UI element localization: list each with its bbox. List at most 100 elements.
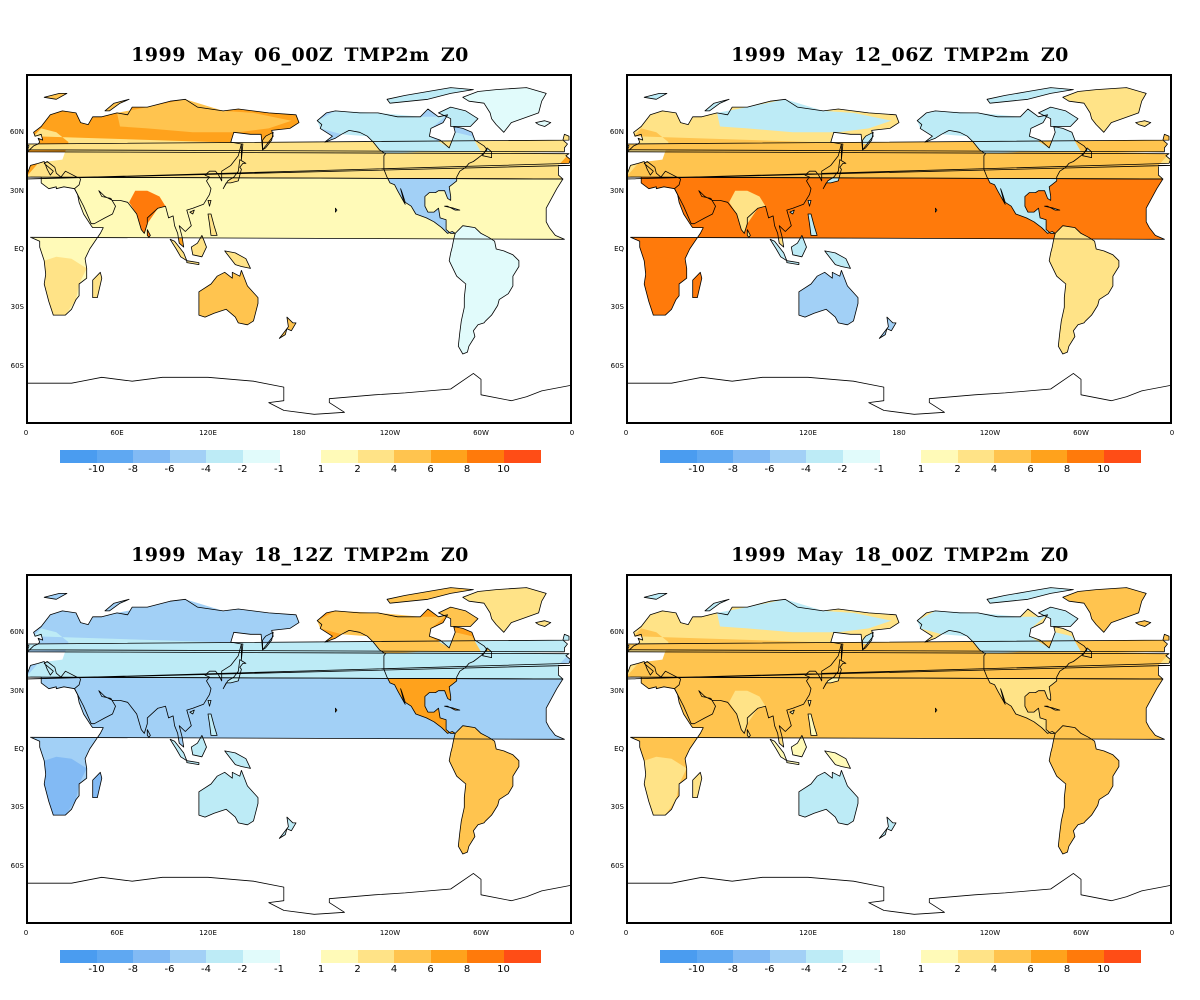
philippines-coastline <box>807 713 818 736</box>
colorbar-label: -10 <box>688 464 705 475</box>
lat-tick-label: EQ <box>614 245 624 253</box>
indonesia2-fill <box>786 260 799 265</box>
indonesia2-coastline <box>186 760 200 765</box>
madagascar-coastline <box>692 771 703 798</box>
borneo-coastline <box>190 735 207 758</box>
colorbar-swatch-positive <box>957 450 995 463</box>
lat-tick-label: 30S <box>10 803 24 812</box>
colorbar-label: 1 <box>917 464 925 475</box>
southafrica-anomaly <box>644 756 687 816</box>
srilanka-coastline <box>746 729 751 738</box>
colorbar-label: -4 <box>801 464 811 475</box>
lat-tick-label: 60N <box>609 628 624 637</box>
antarctica-coastline <box>28 373 570 415</box>
india-anomaly <box>129 190 166 234</box>
canadaislands-coastline <box>986 87 1074 104</box>
borneo-coastline <box>190 235 207 258</box>
colorbar-swatch-negative <box>733 950 770 963</box>
newzealand-fill <box>879 317 896 339</box>
novaya-coastline <box>104 98 130 112</box>
africa-coastline <box>30 676 565 816</box>
iceland-coastline <box>1135 120 1152 127</box>
siberia-anomaly <box>117 599 292 633</box>
hawaii-coastline <box>335 207 338 213</box>
africa-fill <box>30 177 565 316</box>
colorbar-swatch-negative <box>242 450 280 463</box>
colorbar-label: 10 <box>497 964 510 975</box>
newfoundland-coastline <box>482 647 492 658</box>
colorbar-swatch-positive <box>1030 450 1068 463</box>
japan-coastline <box>222 159 247 190</box>
canadaislands-coastline <box>386 587 474 604</box>
lon-tick-label: 120W <box>979 929 1001 937</box>
colorbar-label: -2 <box>837 964 848 975</box>
lat-tick-label: 60S <box>10 861 24 870</box>
canadaislands-fill <box>387 87 474 104</box>
kamchatka-coastline <box>862 131 874 151</box>
southamerica-coastline <box>1048 225 1120 355</box>
newfoundland-coastline <box>1082 147 1092 158</box>
lon-tick-label: 120E <box>799 929 817 937</box>
colorbar-swatch-negative <box>206 950 243 963</box>
colorbar-swatch-negative <box>660 950 697 963</box>
westeurope-anomaly <box>28 628 569 679</box>
colorbar-swatch-positive <box>430 950 468 963</box>
baffin-fill <box>438 107 478 127</box>
hawaii-coastline <box>935 707 938 713</box>
colorbar-swatch-positive <box>503 450 541 463</box>
map-area <box>26 74 572 424</box>
colorbar-label: -1 <box>274 464 284 475</box>
colorbar-label: 1 <box>917 964 925 975</box>
eurasia-coastline <box>28 598 570 748</box>
greenland-fill <box>462 587 547 633</box>
indonesia2-fill <box>186 760 199 765</box>
colorbar-label: 6 <box>427 464 434 475</box>
australia-coastline <box>798 770 859 826</box>
newzealand-fill <box>279 317 296 339</box>
colorbar-swatch-negative <box>133 450 170 463</box>
colorbar-swatch-negative <box>169 450 207 463</box>
britain-coastline <box>628 133 1170 153</box>
colorbar-label: 1 <box>317 464 325 475</box>
lon-tick-label: 60W <box>1073 429 1089 437</box>
borneo-fill <box>191 235 207 257</box>
map-area <box>26 574 572 924</box>
svalbard-coastline <box>643 93 668 100</box>
colorbar-swatch-negative <box>96 450 134 463</box>
colorbar-swatch-positive <box>503 950 541 963</box>
newzealand-coastline <box>878 816 897 839</box>
westeurope-anomaly <box>628 628 1169 679</box>
newguinea-coastline <box>824 750 851 769</box>
sakhalin-coastline <box>241 643 244 660</box>
siberia-anomaly <box>717 599 892 633</box>
southamerica-fill <box>1049 225 1119 354</box>
japan-fill <box>823 659 846 689</box>
lon-tick-label: 180 <box>292 929 306 937</box>
lat-tick-label: EQ <box>614 745 624 753</box>
india-anomaly <box>729 690 766 734</box>
australia-fill <box>198 770 258 825</box>
baffin-fill <box>1038 107 1078 127</box>
colorbar-label: 8 <box>1063 464 1071 475</box>
colorbar-label: 1 <box>317 964 325 975</box>
colorbar-label: 8 <box>463 964 471 975</box>
svalbard-coastline <box>43 593 68 600</box>
hainan-coastline <box>789 709 795 715</box>
antarctica-coastline <box>628 373 1170 415</box>
colorbar-swatch-negative <box>242 950 280 963</box>
panel-title: 1999 May 06_00Z TMP2m Z0 <box>131 44 469 66</box>
antarctica-fill <box>28 873 570 922</box>
canada-anomaly <box>317 110 481 154</box>
cuba-coastline <box>444 205 461 211</box>
colorbar-label: -6 <box>164 464 175 475</box>
northamerica-coastline <box>916 608 1088 734</box>
colorbar-label: -10 <box>688 964 705 975</box>
philippines-fill <box>808 214 818 236</box>
colorbar-label: 10 <box>1097 464 1110 475</box>
antarctica-coastline <box>28 873 570 915</box>
canadaislands-fill <box>987 87 1074 104</box>
lon-tick-label: 0 <box>623 929 629 937</box>
lon-tick-label: 120W <box>379 429 401 437</box>
newzealand-fill <box>879 817 896 839</box>
svalbard-fill <box>44 593 67 600</box>
